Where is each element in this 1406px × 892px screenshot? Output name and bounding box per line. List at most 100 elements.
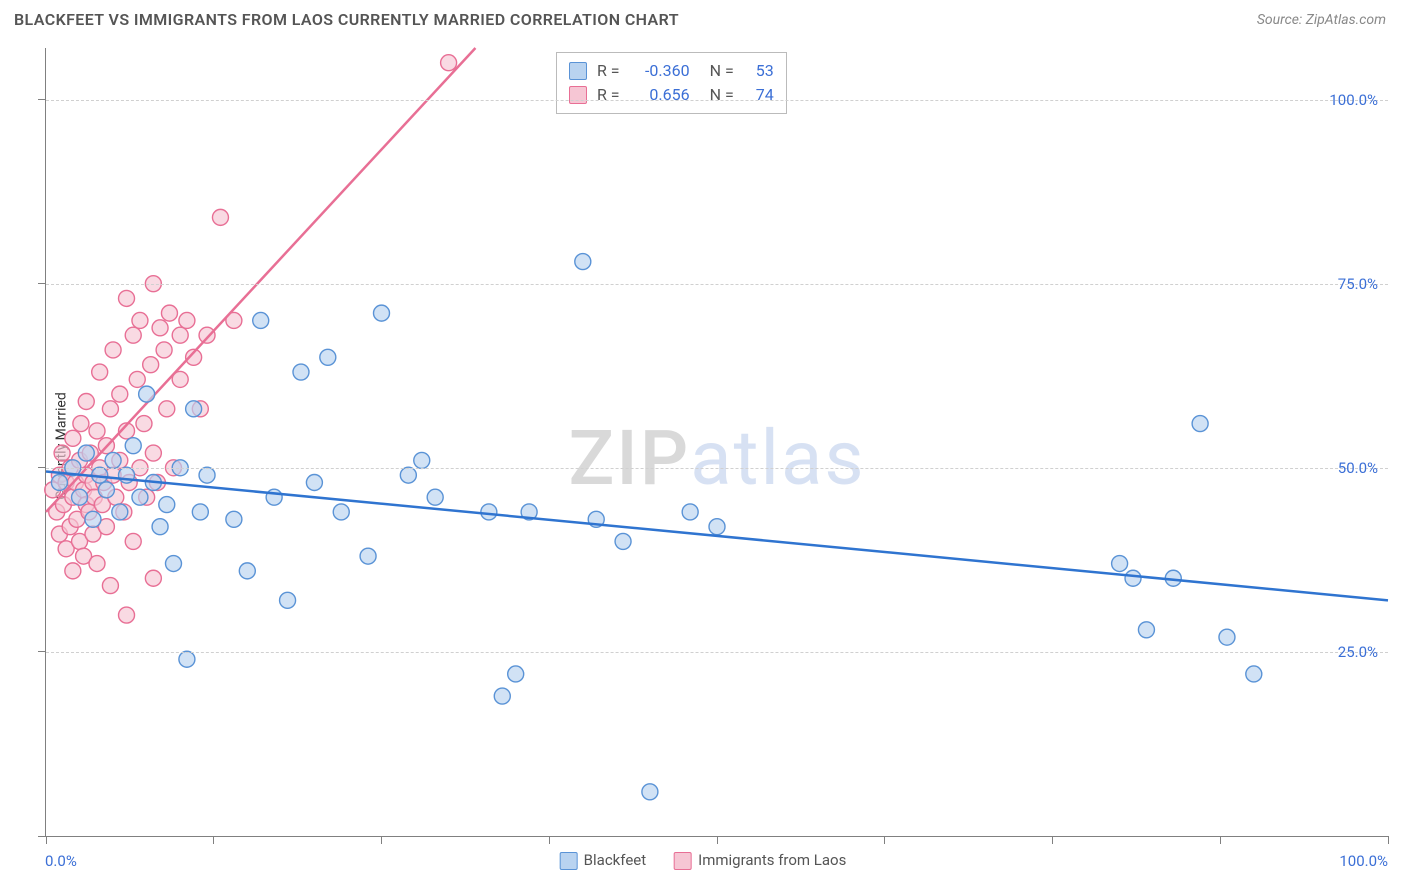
scatter-point-laos [92,364,108,380]
scatter-point-blackfeet [508,666,524,682]
scatter-point-blackfeet [1246,666,1262,682]
legend-item: Blackfeet [560,851,646,870]
scatter-point-laos [54,445,70,461]
scatter-point-blackfeet [125,438,141,454]
y-tick [38,99,46,100]
scatter-point-blackfeet [132,489,148,505]
scatter-point-blackfeet [199,467,215,483]
scatter-point-laos [132,312,148,328]
scatter-point-laos [112,386,128,402]
scatter-point-blackfeet [333,504,349,520]
stats-row: R =-0.360N =53 [569,59,774,83]
scatter-point-laos [172,327,188,343]
scatter-point-blackfeet [360,548,376,564]
gridline-h [46,284,1388,285]
y-tick [38,651,46,652]
x-axis-max-label: 100.0% [1339,852,1388,870]
n-label: N = [710,83,734,107]
legend-label: Blackfeet [584,851,646,869]
scatter-point-blackfeet [72,489,88,505]
scatter-point-blackfeet [51,475,67,491]
x-tick [381,836,382,844]
y-tick-label: 100.0% [1329,91,1378,109]
scatter-point-laos [152,320,168,336]
scatter-point-blackfeet [481,504,497,520]
r-label: R = [597,83,620,107]
x-tick [1388,836,1389,844]
scatter-point-blackfeet [98,482,114,498]
scatter-point-laos [65,563,81,579]
scatter-point-blackfeet [575,254,591,270]
n-value: 53 [744,59,774,83]
scatter-point-blackfeet [427,489,443,505]
scatter-point-laos [65,430,81,446]
scatter-point-blackfeet [709,519,725,535]
scatter-point-blackfeet [165,556,181,572]
scatter-point-laos [145,570,161,586]
r-label: R = [597,59,620,83]
r-value: 0.656 [630,83,690,107]
scatter-point-blackfeet [112,504,128,520]
x-tick [46,836,47,844]
scatter-point-blackfeet [280,592,296,608]
legend-swatch [569,86,587,104]
scatter-point-laos [102,401,118,417]
scatter-point-laos [119,607,135,623]
regression-line-laos [46,48,475,512]
scatter-point-laos [441,55,457,71]
scatter-point-laos [129,371,145,387]
scatter-point-blackfeet [374,305,390,321]
scatter-point-blackfeet [642,784,658,800]
bottom-legend: Blackfeet Immigrants from Laos [560,851,847,870]
scatter-point-laos [125,327,141,343]
scatter-point-blackfeet [139,386,155,402]
y-tick-label: 25.0% [1338,643,1378,661]
scatter-point-laos [89,556,105,572]
scatter-point-laos [78,393,94,409]
scatter-point-laos [159,401,175,417]
gridline-h [46,100,1388,101]
scatter-point-laos [125,533,141,549]
scatter-point-blackfeet [78,445,94,461]
chart-title: BLACKFEET VS IMMIGRANTS FROM LAOS CURREN… [14,10,679,29]
scatter-point-laos [156,342,172,358]
x-axis-min-label: 0.0% [45,852,77,870]
scatter-point-blackfeet [85,511,101,527]
stats-row: R = 0.656 N = 74 [569,83,774,107]
legend-swatch [560,852,578,870]
y-tick [38,283,46,284]
scatter-point-blackfeet [1125,570,1141,586]
legend-swatch [674,852,692,870]
scatter-point-laos [136,416,152,432]
scatter-point-laos [179,312,195,328]
scatter-point-blackfeet [615,533,631,549]
scatter-point-blackfeet [400,467,416,483]
n-value: 74 [744,83,774,107]
scatter-point-blackfeet [1138,622,1154,638]
gridline-h [46,468,1388,469]
scatter-point-laos [161,305,177,321]
x-tick [1220,836,1221,844]
x-tick [717,836,718,844]
scatter-point-blackfeet [494,688,510,704]
scatter-point-blackfeet [239,563,255,579]
legend-label: Immigrants from Laos [698,851,846,869]
scatter-point-blackfeet [179,651,195,667]
scatter-point-laos [145,445,161,461]
chart-source: Source: ZipAtlas.com [1257,12,1386,28]
scatter-plot-svg [46,48,1388,836]
scatter-point-blackfeet [152,519,168,535]
chart-header: BLACKFEET VS IMMIGRANTS FROM LAOS CURREN… [0,0,1406,35]
n-label: N = [710,59,734,83]
scatter-point-blackfeet [253,312,269,328]
scatter-point-laos [73,416,89,432]
scatter-point-blackfeet [293,364,309,380]
scatter-point-laos [105,342,121,358]
correlation-stats-box: R =-0.360N =53R =0.656N =74 [556,52,787,114]
legend-swatch [569,62,587,80]
scatter-point-laos [143,357,159,373]
scatter-point-blackfeet [306,475,322,491]
legend-item: Immigrants from Laos [674,851,846,870]
scatter-point-laos [212,209,228,225]
scatter-point-blackfeet [1219,629,1235,645]
